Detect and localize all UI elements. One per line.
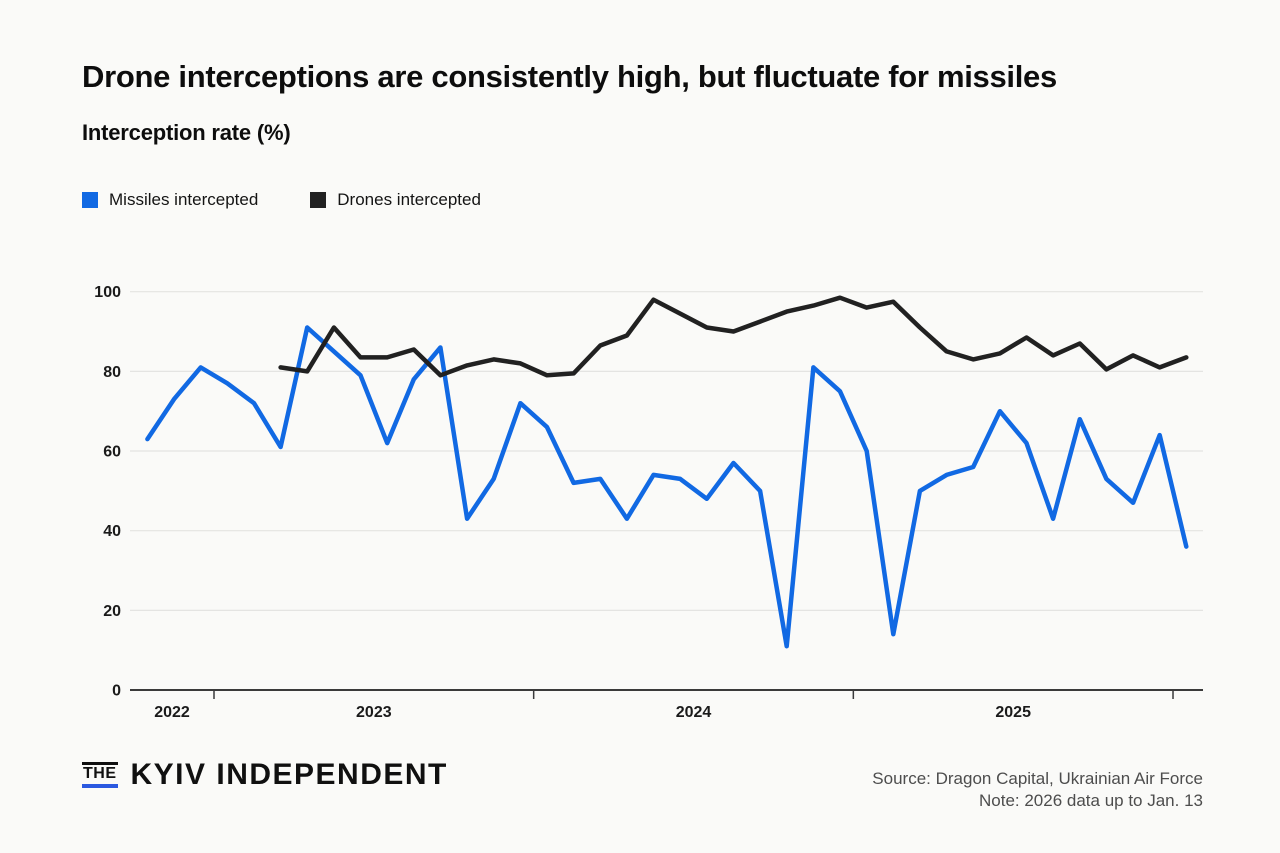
missiles-line-series (145, 325, 1189, 649)
logo-name: KYIV INDEPENDENT (130, 758, 448, 791)
kyiv-independent-logo: THE KYIV INDEPENDENT (82, 758, 448, 792)
source-note: Source: Dragon Capital, Ukrainian Air Fo… (872, 768, 1203, 811)
drones-color-swatch (310, 192, 327, 208)
y-axis-tick-label: 0 (112, 683, 121, 700)
note-line: Note: 2026 data up to Jan. 13 (978, 790, 1203, 810)
chart-legend: Missiles intercepted Drones intercepted (82, 190, 481, 210)
legend-item-missiles: Missiles intercepted (82, 190, 258, 210)
x-axis-year-label: 2024 (676, 704, 712, 721)
missiles-color-swatch (82, 192, 98, 208)
y-axis-tick-label: 100 (94, 284, 121, 301)
chart-subtitle: Interception rate (%) (82, 120, 291, 145)
y-axis-tick-label: 20 (103, 603, 121, 620)
y-axis-tick-label: 40 (103, 523, 121, 540)
legend-label-missiles: Missiles intercepted (109, 190, 259, 209)
drones-line-series (278, 295, 1189, 378)
y-axis-tick-label: 80 (103, 364, 121, 381)
y-axis-tick-label: 60 (103, 444, 121, 461)
x-axis-year-label: 2023 (356, 704, 392, 721)
x-axis-year-label: 2025 (995, 704, 1031, 721)
legend-item-drones: Drones intercepted (310, 190, 481, 210)
source-line: Source: Dragon Capital, Ukrainian Air Fo… (872, 769, 1203, 788)
logo-the: THE (82, 761, 118, 789)
legend-label-drones: Drones intercepted (337, 190, 481, 209)
x-axis-year-label: 2022 (154, 704, 190, 721)
chart-title: Drone interceptions are consistently hig… (82, 59, 1057, 94)
